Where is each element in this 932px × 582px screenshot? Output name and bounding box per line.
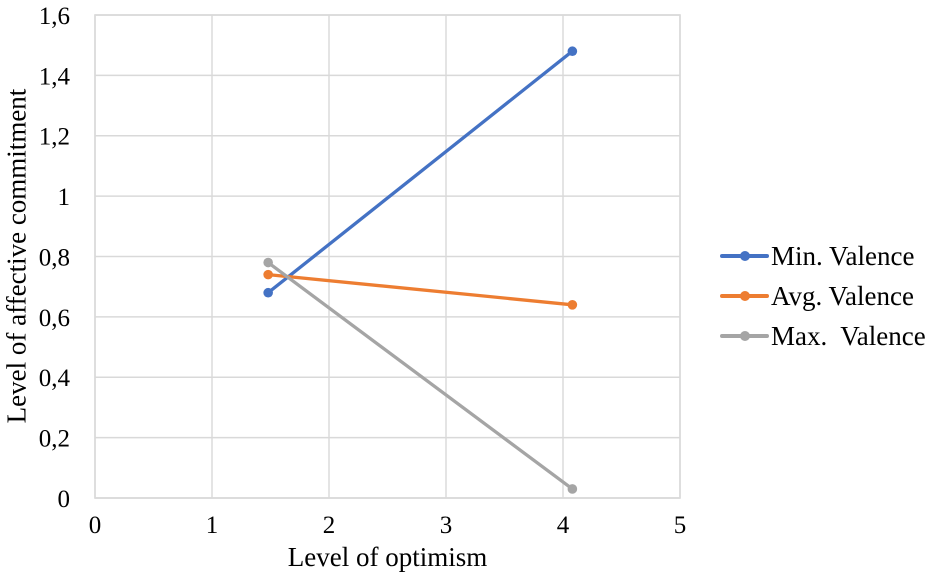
y-tick-label: 1,6 (39, 3, 70, 30)
data-point-max-valence (567, 484, 578, 494)
legend-label-avg-valence: Avg. Valence (771, 280, 914, 311)
y-tick-label: 0,6 (39, 305, 70, 332)
legend-label-max-valence: Max. Valence (771, 320, 926, 351)
legend-item-min-valence: Min. Valence (720, 236, 926, 276)
y-tick-label: 0 (58, 486, 71, 513)
legend-label-min-valence: Min. Valence (771, 240, 915, 271)
series-line-min-valence (266, 49, 575, 295)
series-line-avg-valence (266, 272, 575, 307)
x-axis-title: Level of optimism (287, 542, 488, 572)
y-tick-label: 0,2 (39, 426, 70, 453)
series-line-max-valence (266, 260, 575, 491)
data-point-min-valence (567, 46, 578, 57)
legend-line-marker-icon (720, 290, 769, 301)
legend-dot-icon (739, 330, 750, 341)
x-tick-label: 2 (323, 512, 336, 539)
y-tick-label: 0,4 (39, 365, 71, 392)
data-point-avg-valence (567, 300, 578, 310)
data-point-min-valence (263, 287, 273, 298)
y-tick-label: 1,4 (39, 63, 71, 90)
x-tick-label: 5 (674, 512, 687, 539)
y-tick-label: 1 (58, 184, 71, 211)
y-tick-label: 0,8 (39, 244, 70, 271)
data-point-max-valence (263, 257, 273, 268)
legend-item-max-valence: Max. Valence (720, 316, 926, 356)
legend-line-marker-icon (720, 330, 769, 341)
x-tick-label: 1 (206, 512, 219, 539)
legend-line-marker-icon (720, 250, 769, 261)
legend-dot-icon (739, 290, 750, 301)
y-tick-label: 1,2 (39, 124, 70, 151)
legend-item-avg-valence: Avg. Valence (720, 276, 926, 316)
y-axis-title: Level of affective commitment (1, 88, 32, 424)
x-tick-label: 0 (89, 512, 102, 539)
data-point-avg-valence (263, 269, 273, 280)
legend: Min. Valence Avg. Valence Max. Valence (720, 236, 926, 356)
plot-border (94, 14, 681, 499)
x-tick-label: 3 (440, 512, 453, 539)
legend-dot-icon (739, 250, 750, 261)
x-tick-label: 4 (557, 512, 570, 539)
